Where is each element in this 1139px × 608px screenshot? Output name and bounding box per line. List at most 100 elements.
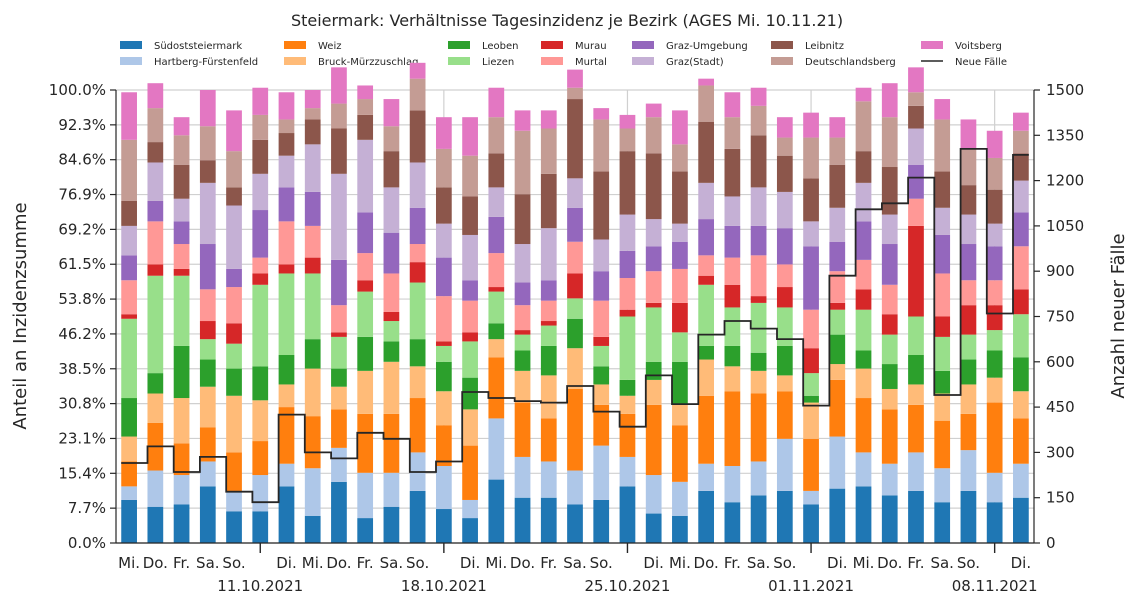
bar-segment	[409, 398, 426, 453]
bar-segment	[121, 486, 137, 500]
bar-segment	[960, 185, 977, 215]
legend-label: Murtal	[575, 57, 607, 68]
bar-segment	[304, 339, 321, 369]
bar-segment	[986, 189, 1003, 224]
bar-segment	[409, 78, 426, 111]
bar-segment	[226, 323, 242, 344]
bar-segment	[619, 395, 636, 414]
x-tick-label: Fr.	[540, 554, 557, 572]
bar-segment	[567, 388, 583, 471]
bar-segment	[540, 228, 557, 281]
bar-segment	[593, 499, 610, 543]
bar-segment	[357, 99, 374, 115]
bar-segment	[1013, 391, 1029, 419]
bar-segment	[278, 355, 295, 385]
bar-segment	[855, 151, 872, 183]
legend-swatch	[771, 57, 793, 65]
bar-segment	[226, 511, 242, 543]
bar-segment	[1013, 463, 1029, 498]
bar-segment	[724, 148, 741, 197]
bar-segment	[855, 368, 872, 399]
bar-segment	[986, 223, 1003, 247]
bar-segment	[619, 379, 636, 396]
bar-segment	[147, 470, 164, 507]
bar-segment	[855, 350, 872, 369]
bar-segment	[226, 452, 242, 491]
x-tick-label: Do.	[510, 554, 535, 572]
bar-segment	[331, 336, 347, 369]
bar-segment	[514, 350, 531, 371]
bar-segment	[357, 413, 374, 473]
bar-segment	[593, 404, 610, 446]
bar-segment	[173, 117, 190, 136]
bar-segment	[593, 239, 610, 272]
bar-segment	[645, 307, 662, 362]
bar-segment	[331, 259, 347, 306]
bar-segment	[304, 368, 321, 417]
bar-segment	[252, 441, 269, 476]
legend-label: Hartberg-Fürstenfeld	[154, 57, 258, 68]
bar-segment	[1013, 289, 1029, 315]
bar-segment	[750, 393, 767, 462]
legend-label: Deutschlandsberg	[805, 57, 896, 68]
bar-segment	[672, 481, 688, 516]
bar-segment	[960, 244, 977, 281]
bar-segment	[383, 187, 400, 233]
bar-segment	[803, 438, 819, 491]
bar-segment	[147, 142, 164, 163]
bar-segment	[881, 314, 898, 335]
bar-segment	[462, 377, 478, 410]
x-tick-label: Mi.	[118, 554, 140, 572]
legend-label: Weiz	[318, 41, 341, 52]
bar-segment	[435, 341, 452, 346]
bar-segment	[488, 479, 505, 543]
bar-segment	[934, 370, 951, 394]
bar-segment	[252, 475, 269, 512]
bar-segment	[908, 198, 924, 226]
bar-segment	[462, 155, 478, 197]
bar-segment	[567, 470, 583, 505]
bar-segment	[829, 302, 846, 310]
bar-segment	[619, 316, 636, 380]
bar-segment	[357, 291, 374, 337]
bar-segment	[881, 83, 898, 118]
legend-label: Murau	[575, 41, 607, 52]
bar-segment	[199, 486, 216, 543]
bar-segment	[409, 366, 426, 399]
bar-segment	[698, 182, 715, 220]
bar-segment	[278, 384, 295, 408]
bar-segment	[593, 300, 610, 337]
bar-segment	[173, 268, 190, 276]
y2-tick-label: 1350	[1046, 126, 1084, 144]
bar-segment	[776, 391, 793, 439]
bar-segment	[173, 164, 190, 199]
bar-segment	[803, 490, 819, 505]
bar-segment	[934, 99, 951, 120]
bar-segment	[514, 305, 531, 331]
bar-segment	[278, 273, 295, 356]
bar-segment	[252, 284, 269, 367]
bar-segment	[645, 475, 662, 514]
legend-swatch	[632, 57, 654, 65]
bar-segment	[462, 499, 478, 519]
bar-segment	[960, 214, 977, 245]
bar-segment	[855, 87, 872, 102]
bar-segment	[855, 398, 872, 453]
bar-segment	[698, 463, 715, 491]
bar-segment	[462, 280, 478, 301]
bar-segment	[645, 153, 662, 220]
bar-segment	[278, 92, 295, 120]
x-week-label: 25.10.2021	[585, 577, 671, 595]
bar-segment	[173, 244, 190, 269]
bar-segment	[986, 157, 1003, 190]
bar-segment	[672, 110, 688, 145]
bar-segment	[278, 155, 295, 188]
y-tick-label: 76.9%	[58, 186, 106, 204]
bar-segment	[331, 386, 347, 410]
bar-segment	[199, 160, 216, 183]
x-week-label: 01.11.2021	[768, 577, 854, 595]
y-tick-label: 46.2%	[58, 325, 106, 343]
legend-label: Leibnitz	[805, 41, 844, 52]
bar-segment	[331, 332, 347, 337]
line-layer	[121, 148, 1029, 504]
